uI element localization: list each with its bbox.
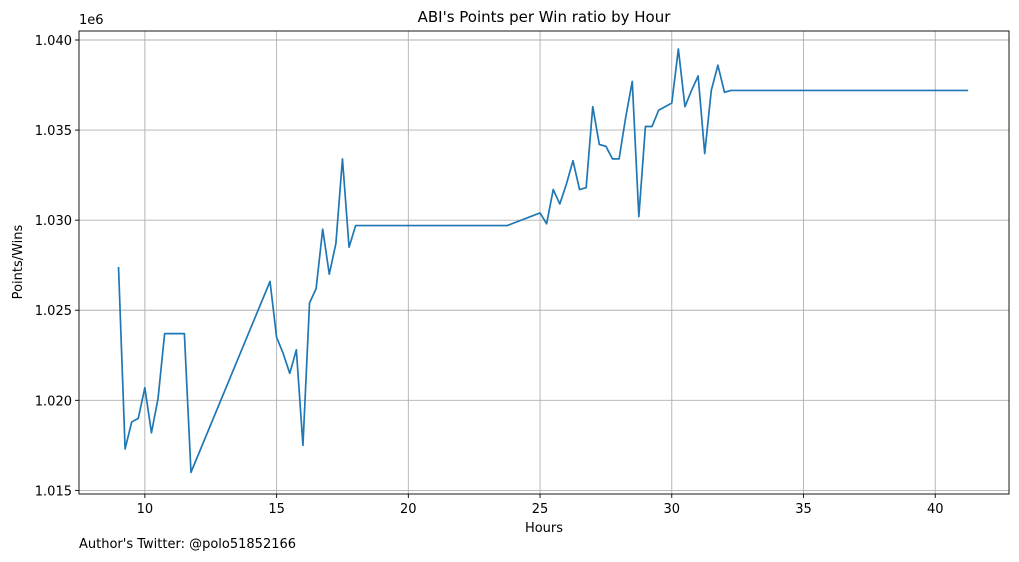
y-tick-label: 1.020 [35, 394, 72, 409]
y-axis-ticks: 1.015 1.020 1.025 1.030 1.035 1.040 [35, 34, 79, 499]
x-tick-label: 15 [268, 502, 285, 517]
y-tick-label: 1.040 [35, 34, 72, 49]
x-tick-label: 40 [927, 502, 944, 517]
plot-frame [78, 30, 1010, 495]
grid-lines [79, 31, 1009, 494]
y-tick-label: 1.035 [35, 124, 72, 139]
y-offset-label: 1e6 [79, 13, 104, 28]
x-tick-label: 10 [137, 502, 154, 517]
y-axis-label: Points/Wins [11, 224, 26, 299]
y-tick-label: 1.025 [35, 304, 72, 319]
series-layer [117, 48, 969, 474]
y-tick-label: 1.030 [35, 214, 72, 229]
x-tick-label: 35 [795, 502, 812, 517]
x-axis-ticks: 10 15 20 25 30 35 40 [137, 494, 944, 517]
x-axis-label: Hours [525, 521, 563, 536]
y-tick-label: 1.015 [35, 484, 72, 499]
series-line [117, 48, 969, 474]
author-credit: Author's Twitter: @polo51852166 [79, 537, 297, 552]
chart-title: ABI's Points per Win ratio by Hour [418, 8, 672, 26]
x-tick-label: 25 [532, 502, 549, 517]
x-tick-label: 30 [664, 502, 681, 517]
x-tick-label: 20 [400, 502, 417, 517]
